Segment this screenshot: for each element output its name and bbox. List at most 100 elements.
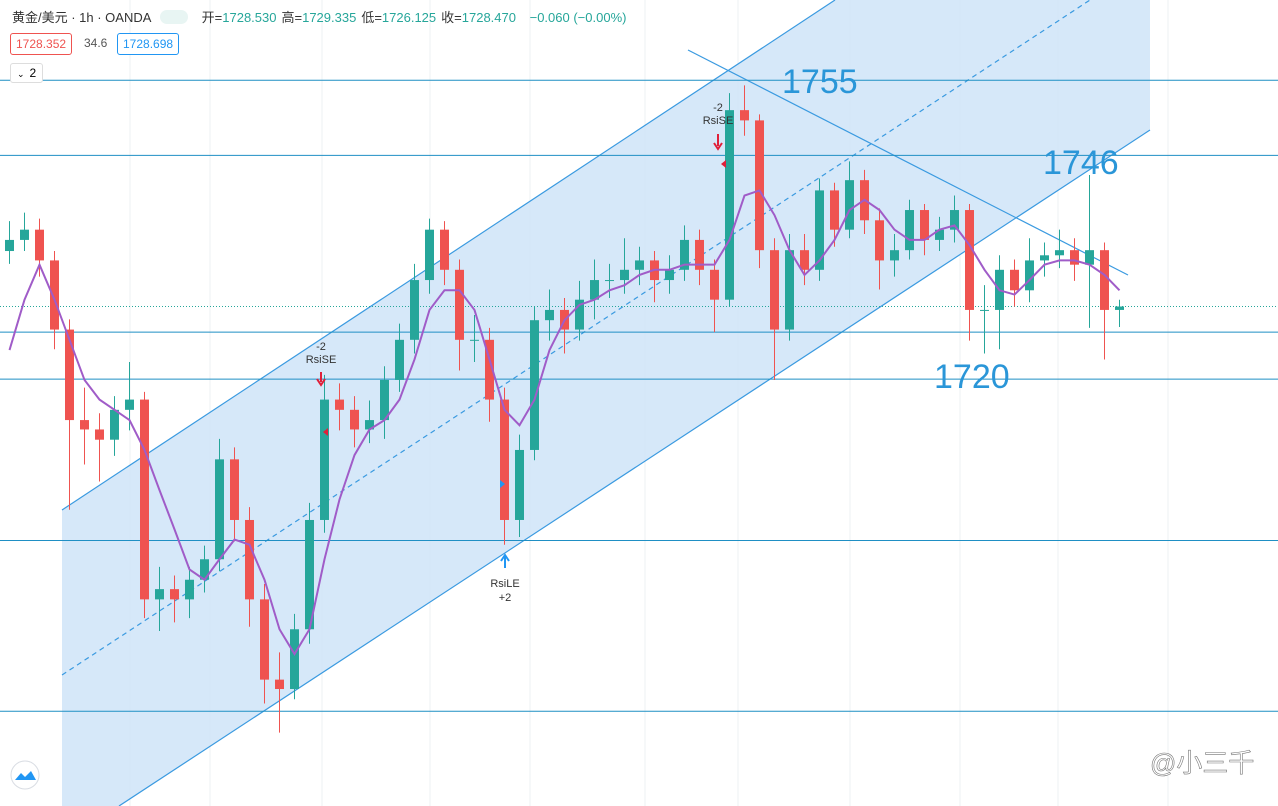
ohlc-label: 高= bbox=[281, 10, 303, 25]
candle-body bbox=[365, 420, 374, 430]
channel-fill bbox=[62, 0, 1150, 806]
signal-qty: -2 bbox=[713, 102, 723, 114]
spread: 34.6 bbox=[82, 33, 110, 53]
candle-body bbox=[1010, 269, 1019, 291]
candle-body bbox=[335, 399, 344, 410]
signal-arrow bbox=[500, 553, 510, 568]
candle-body bbox=[260, 599, 269, 680]
studies-toggle[interactable]: ⌄ 2 bbox=[10, 63, 44, 83]
change: −0.060 (−0.00%) bbox=[529, 10, 627, 25]
candle-body bbox=[1025, 260, 1034, 291]
candle-body bbox=[605, 280, 614, 282]
candle-body bbox=[170, 589, 179, 600]
channel-lower bbox=[118, 129, 1151, 806]
candle-body bbox=[485, 339, 494, 400]
candle-body bbox=[305, 519, 314, 630]
candle-body bbox=[785, 250, 794, 330]
channel-mid bbox=[61, 0, 1091, 676]
signal-name: RsiLE bbox=[490, 578, 519, 590]
candle-body bbox=[290, 629, 299, 690]
candle-body bbox=[5, 239, 14, 252]
signal-marker bbox=[721, 160, 726, 168]
candle-body bbox=[245, 519, 254, 600]
annotation: 1720 bbox=[934, 358, 1010, 396]
bid-badge: 1728.352 bbox=[10, 33, 73, 55]
ohlc-label: 开= bbox=[201, 10, 223, 25]
candle-body bbox=[530, 320, 539, 450]
logo bbox=[10, 760, 40, 790]
ohlc-label: 低= bbox=[361, 10, 382, 25]
signal-arrow bbox=[316, 372, 326, 387]
candle-body bbox=[905, 210, 914, 251]
candle-body bbox=[1070, 250, 1079, 265]
candle-body bbox=[215, 459, 224, 560]
candle-body bbox=[1100, 250, 1109, 310]
signal-qty: -2 bbox=[316, 341, 326, 353]
candle-body bbox=[380, 379, 389, 421]
moving-average bbox=[8, 189, 1121, 656]
ask-badge: 1728.698 bbox=[117, 33, 180, 55]
candle-body bbox=[185, 579, 194, 600]
candle-body bbox=[680, 239, 689, 270]
candle-body bbox=[620, 269, 629, 281]
candle-body bbox=[20, 229, 29, 240]
candle-body bbox=[770, 250, 779, 330]
candle-body bbox=[830, 190, 839, 230]
ohlc-label: 收= bbox=[441, 10, 462, 25]
candle-body bbox=[350, 409, 359, 430]
candle-body bbox=[110, 409, 119, 440]
candle-body bbox=[425, 229, 434, 281]
status-icons[interactable] bbox=[160, 10, 189, 24]
candle-body bbox=[95, 429, 104, 440]
candle-body bbox=[1085, 250, 1094, 265]
signal-arrow bbox=[713, 134, 723, 151]
signal-marker bbox=[323, 428, 328, 436]
candle-body bbox=[920, 210, 929, 240]
candle-body bbox=[80, 420, 89, 430]
candle-body bbox=[980, 309, 989, 311]
candle-body bbox=[710, 269, 719, 300]
candle-body bbox=[155, 589, 164, 600]
candle-body bbox=[410, 280, 419, 340]
candle-body bbox=[1055, 250, 1064, 256]
candle-body bbox=[1115, 306, 1124, 310]
candle-body bbox=[755, 120, 764, 251]
candle-body bbox=[140, 399, 149, 600]
candle-body bbox=[635, 260, 644, 270]
signal-name: RsiSE bbox=[306, 354, 337, 366]
candle-body bbox=[695, 239, 704, 270]
candle-body bbox=[935, 229, 944, 240]
ohlc-value: 1728.530 bbox=[222, 10, 277, 25]
annotation: 1746 bbox=[1043, 144, 1119, 182]
signal-marker bbox=[500, 480, 505, 488]
trend-line bbox=[687, 49, 1129, 276]
candle-body bbox=[965, 210, 974, 310]
candle-body bbox=[800, 250, 809, 270]
candle-body bbox=[35, 229, 44, 261]
candle-body bbox=[200, 559, 209, 580]
candle-body bbox=[950, 210, 959, 230]
candle-body bbox=[740, 110, 749, 121]
ohlc-value: 1726.125 bbox=[381, 10, 437, 25]
candle-body bbox=[320, 399, 329, 520]
ohlc-value: 1729.335 bbox=[302, 10, 357, 25]
candle-body bbox=[575, 299, 584, 330]
candle-body bbox=[230, 459, 239, 520]
ohlc: 开=1728.530 高=1729.335 低=1726.125 收=1728.470 bbox=[202, 10, 521, 25]
candle-body bbox=[875, 220, 884, 261]
signal-qty: +2 bbox=[499, 592, 512, 604]
candle-body bbox=[455, 269, 464, 340]
annotation: 1755 bbox=[782, 63, 858, 101]
candle-body bbox=[545, 309, 554, 321]
candle-body bbox=[395, 339, 404, 380]
candle-body bbox=[890, 250, 899, 261]
candle-body bbox=[65, 329, 74, 421]
watermark-text: @小三千 bbox=[1150, 748, 1254, 778]
ohlc-value: 1728.470 bbox=[461, 10, 516, 25]
candle-body bbox=[275, 679, 284, 690]
symbol: 黄金/美元 · 1h · OANDA bbox=[12, 10, 152, 25]
candle-body bbox=[500, 399, 509, 520]
watermark: @小三千 bbox=[1123, 748, 1255, 779]
